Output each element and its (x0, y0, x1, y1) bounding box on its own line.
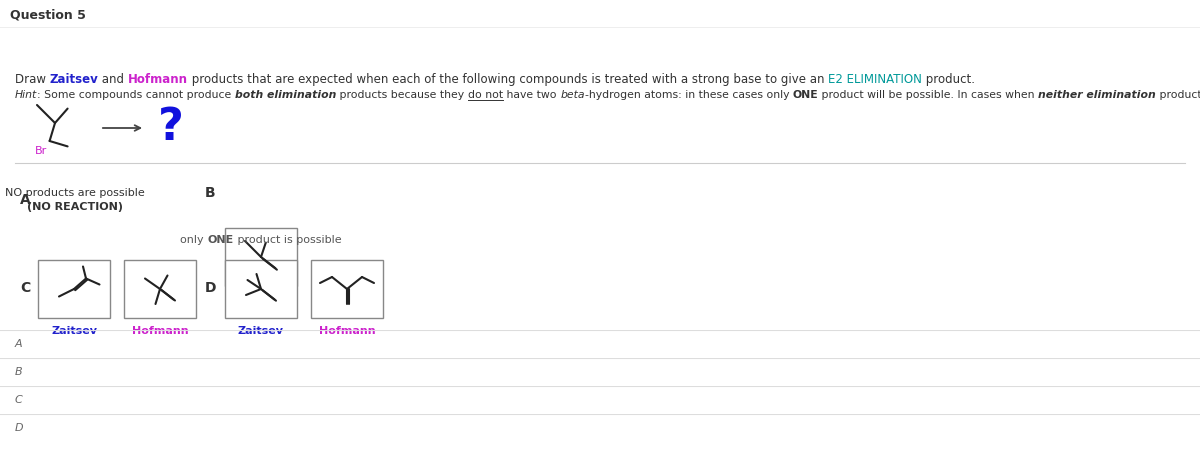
Text: D: D (205, 281, 216, 295)
Text: Zaitsev: Zaitsev (50, 326, 97, 336)
Text: and: and (98, 73, 128, 86)
Text: Br: Br (35, 146, 47, 156)
Text: NO products are possible: NO products are possible (5, 188, 145, 198)
Text: A: A (14, 339, 22, 349)
Bar (311, 260, 383, 318)
Text: (NO REACTION): (NO REACTION) (28, 202, 124, 212)
Text: beta: beta (560, 90, 584, 100)
Text: Draw: Draw (14, 73, 49, 86)
Text: ?: ? (158, 106, 184, 149)
Text: E2 ELIMINATION: E2 ELIMINATION (828, 73, 923, 86)
Text: products because they: products because they (336, 90, 468, 100)
Text: Question 5: Question 5 (10, 9, 85, 22)
Text: A: A (20, 193, 31, 207)
Text: both elimination: both elimination (235, 90, 336, 100)
Text: -hydrogen atoms: in these cases only: -hydrogen atoms: in these cases only (584, 90, 793, 100)
Text: : Some compounds cannot produce: : Some compounds cannot produce (37, 90, 235, 100)
Text: neither elimination: neither elimination (1038, 90, 1156, 100)
Text: Hofmann: Hofmann (319, 326, 376, 336)
Text: Hofmann: Hofmann (128, 73, 188, 86)
Bar (38, 260, 110, 318)
Text: ONE: ONE (208, 235, 234, 245)
Text: Zaitsev: Zaitsev (238, 326, 284, 336)
Bar (226, 228, 298, 286)
Text: product.: product. (923, 73, 976, 86)
Text: Hint: Hint (14, 90, 37, 100)
Text: product is possible: product is possible (234, 235, 342, 245)
Text: products that are expected when each of the following compounds is treated with : products that are expected when each of … (188, 73, 828, 86)
Text: Hofmann: Hofmann (132, 326, 188, 336)
Text: D: D (14, 423, 23, 433)
Bar (226, 260, 298, 318)
Text: ONE: ONE (793, 90, 818, 100)
Text: C: C (14, 395, 22, 405)
Text: Zaitsev: Zaitsev (49, 73, 98, 86)
Text: products are possible, there will be: products are possible, there will be (1156, 90, 1200, 100)
Text: only: only (180, 235, 208, 245)
Bar (124, 260, 196, 318)
Text: do not: do not (468, 90, 503, 100)
Text: B: B (205, 186, 216, 200)
Text: B: B (14, 367, 22, 377)
Text: product will be possible. In cases when: product will be possible. In cases when (818, 90, 1038, 100)
Text: have two: have two (503, 90, 560, 100)
Text: C: C (20, 281, 30, 295)
